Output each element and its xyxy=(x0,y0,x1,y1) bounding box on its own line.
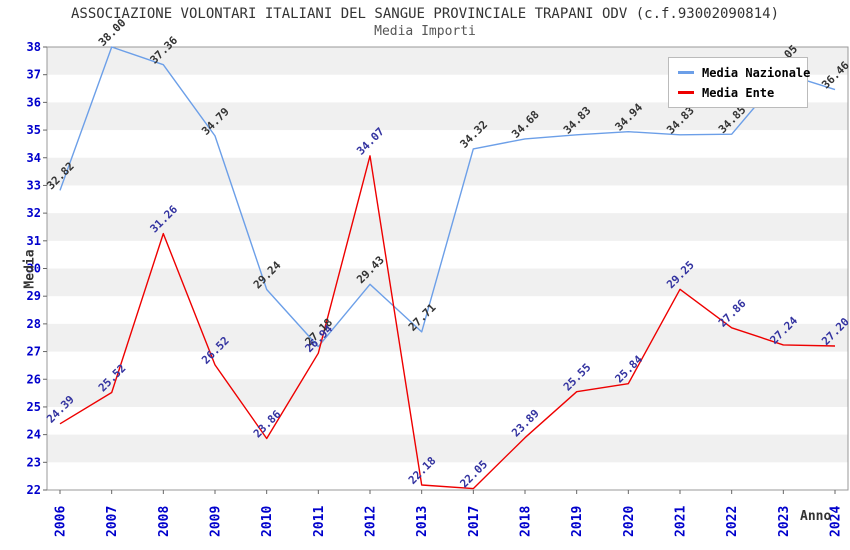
legend-label-ente: Media Ente xyxy=(702,85,775,100)
x-tick-label: 2011 xyxy=(312,506,327,537)
y-tick-label: 26 xyxy=(27,372,41,386)
point-label-media-ente: 22.05 xyxy=(458,458,491,491)
grid-band xyxy=(47,434,848,463)
x-tick-label: 2010 xyxy=(260,506,275,537)
series-line-media-nazionale xyxy=(59,46,836,348)
legend-swatch-nazionale-icon xyxy=(678,71,694,74)
x-tick-label: 2022 xyxy=(725,506,740,537)
y-tick-label: 36 xyxy=(27,95,41,109)
y-tick-label: 31 xyxy=(27,234,41,248)
y-tick-label: 27 xyxy=(27,345,41,359)
x-tick-label: 2012 xyxy=(364,506,379,537)
y-tick-label: 38 xyxy=(27,40,41,54)
x-tick-label: 2020 xyxy=(622,506,637,537)
y-tick-label: 24 xyxy=(27,428,41,442)
legend-item-media-nazionale: Media Nazionale xyxy=(678,65,810,80)
y-tick-label: 30 xyxy=(27,262,41,276)
y-tick-label: 33 xyxy=(27,178,41,192)
x-tick-label: 2009 xyxy=(209,506,224,537)
x-tick-label: 2013 xyxy=(415,506,430,537)
y-tick-label: 23 xyxy=(27,455,41,469)
series-line-media-ente xyxy=(59,155,836,490)
y-tick-label: 37 xyxy=(27,68,41,82)
x-tick-label: 2024 xyxy=(829,506,844,537)
grid-band xyxy=(47,323,848,352)
grid-band xyxy=(47,379,848,407)
x-tick-label: 2018 xyxy=(519,506,534,537)
legend-item-media-ente: Media Ente xyxy=(678,85,798,100)
legend-label-nazionale: Media Nazionale xyxy=(702,65,811,80)
y-tick-label: 34 xyxy=(27,151,41,165)
x-tick-label: 2008 xyxy=(157,506,172,537)
legend: Media Nazionale Media Ente xyxy=(668,57,810,108)
legend-swatch-ente-icon xyxy=(678,91,694,94)
x-axis-title: Anno xyxy=(800,509,832,524)
y-tick-label: 25 xyxy=(27,400,41,414)
x-tick-label: 2006 xyxy=(54,506,69,537)
y-tick-label: 32 xyxy=(27,206,41,220)
y-tick-label: 28 xyxy=(27,317,41,331)
x-tick-label: 2021 xyxy=(674,506,689,537)
chart-title: ASSOCIAZIONE VOLONTARI ITALIANI DEL SANG… xyxy=(70,6,779,22)
x-tick-label: 2017 xyxy=(467,506,482,537)
y-tick-label: 22 xyxy=(27,483,41,497)
y-tick-label: 35 xyxy=(27,123,41,137)
y-tick-label: 29 xyxy=(27,289,41,303)
x-tick-label: 2007 xyxy=(105,506,120,537)
grid-band xyxy=(47,268,848,297)
chart-subtitle: Media Importi xyxy=(374,24,476,39)
x-tick-label: 2019 xyxy=(570,506,585,537)
x-tick-label: 2023 xyxy=(777,506,792,537)
grid-band xyxy=(47,157,848,186)
y-axis-title: Media xyxy=(22,249,38,289)
point-label-media-nazionale: 38.00 xyxy=(96,16,129,49)
grid-band xyxy=(47,213,848,241)
